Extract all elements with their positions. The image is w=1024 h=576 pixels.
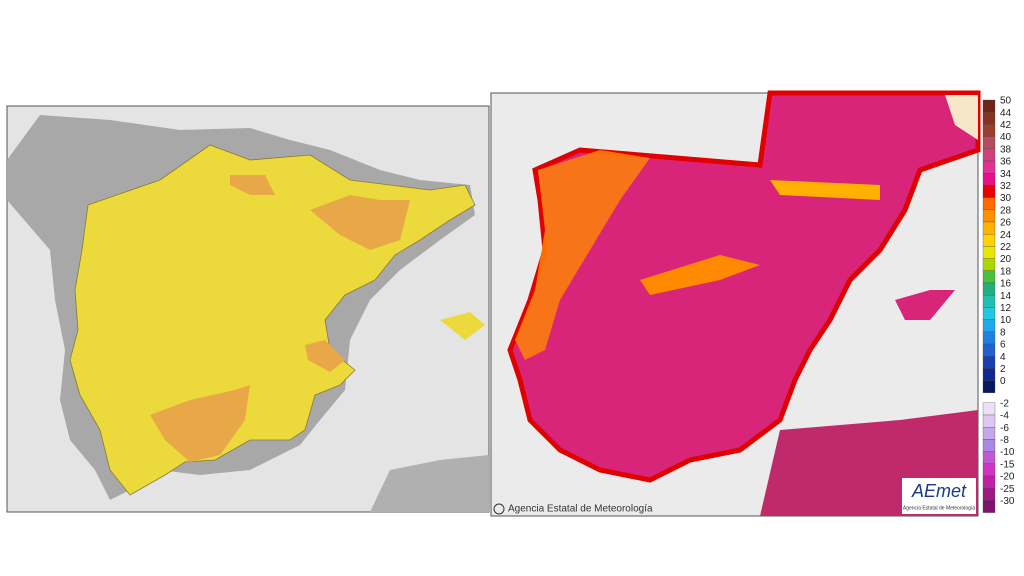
legend-label: 16 [1000, 279, 1012, 290]
legend-swatch [982, 136, 996, 149]
legend-label: 50 [1000, 96, 1012, 107]
logo-subtitle: Agencia Estatal de Meteorología [903, 505, 975, 511]
credit: Agencia Estatal de Meteorología [508, 504, 653, 515]
legend-swatch [982, 414, 996, 428]
legend-swatch [982, 368, 996, 381]
legend-swatch [982, 295, 996, 308]
copyright-icon [493, 503, 505, 515]
legend-label: 34 [1000, 169, 1012, 180]
legend-label: -4 [1000, 411, 1009, 422]
legend-swatch [982, 380, 996, 393]
legend-swatch [982, 173, 996, 186]
legend-swatch [982, 124, 996, 137]
legend-label: -15 [1000, 459, 1015, 470]
legend-swatch [982, 270, 996, 284]
legend-swatch [982, 197, 996, 210]
legend-swatch [982, 319, 996, 332]
legend-swatch [982, 451, 996, 464]
warning-map [6, 105, 490, 513]
legend-label: 40 [1000, 132, 1012, 143]
legend-label: -30 [1000, 496, 1015, 507]
balearic [895, 290, 955, 320]
legend-label: -2 [1000, 398, 1009, 409]
legend-swatch [982, 427, 996, 440]
balearic [440, 312, 485, 340]
legend-swatch [982, 307, 996, 320]
legend-swatch [982, 282, 996, 296]
mountain-warm [640, 255, 760, 295]
legend-swatch [982, 148, 996, 162]
legend-label: 38 [1000, 144, 1012, 155]
legend-swatch [982, 221, 996, 235]
legend-swatch [982, 246, 996, 259]
mountain-warm [770, 180, 880, 200]
legend-label: 26 [1000, 218, 1012, 229]
legend-swatch [982, 488, 996, 501]
legend-swatch [982, 402, 996, 416]
legend-swatch [982, 463, 996, 477]
warning-orange [305, 340, 345, 372]
logo-box [902, 478, 976, 514]
legend-swatch [982, 356, 996, 369]
legend-swatch [982, 99, 996, 113]
legend-swatch [982, 185, 996, 198]
legend-swatch [982, 343, 996, 357]
legend-label: 14 [1000, 291, 1012, 302]
legend-swatch [982, 209, 996, 223]
legend-label: 20 [1000, 254, 1012, 265]
legend-label: -25 [1000, 484, 1015, 495]
warning-orange [150, 385, 250, 462]
legend-label: 12 [1000, 303, 1012, 314]
legend-swatch [982, 475, 996, 489]
legend-label: 30 [1000, 193, 1012, 204]
legend-label: 24 [1000, 230, 1012, 241]
legend-label: -10 [1000, 447, 1015, 458]
temperature-map: Agencia Estatal de Meteorología AEmet Ag… [490, 90, 981, 517]
legend-label: -6 [1000, 423, 1009, 434]
alps-cool [945, 95, 978, 140]
legend-label: 6 [1000, 340, 1006, 351]
warning-orange [310, 195, 410, 250]
legend-swatch [982, 258, 996, 271]
legend-label: 36 [1000, 157, 1012, 168]
legend-label: 4 [1000, 352, 1006, 363]
legend-label: 42 [1000, 120, 1012, 131]
color-legend: 5044424038363432302826242220181614121086… [982, 96, 1015, 513]
coast-warm [515, 150, 650, 360]
legend-swatch [982, 331, 996, 345]
africa [370, 455, 489, 512]
legend-label: 28 [1000, 205, 1012, 216]
legend-label: 44 [1000, 108, 1012, 119]
legend-swatch [982, 500, 996, 513]
warning-orange [230, 175, 275, 195]
legend-label: 8 [1000, 327, 1006, 338]
legend-swatch [982, 112, 996, 125]
legend-label: 2 [1000, 364, 1006, 375]
legend-label: 22 [1000, 242, 1012, 253]
legend-label: 0 [1000, 376, 1006, 387]
legend-label: 32 [1000, 181, 1012, 192]
logo: AEmet [911, 481, 967, 501]
legend-swatch [982, 439, 996, 452]
legend-swatch [982, 234, 996, 247]
legend-label: 18 [1000, 266, 1012, 277]
legend-label: 10 [1000, 315, 1012, 326]
legend-label: -20 [1000, 472, 1015, 483]
legend-swatch [982, 160, 996, 174]
legend-label: -8 [1000, 435, 1009, 446]
